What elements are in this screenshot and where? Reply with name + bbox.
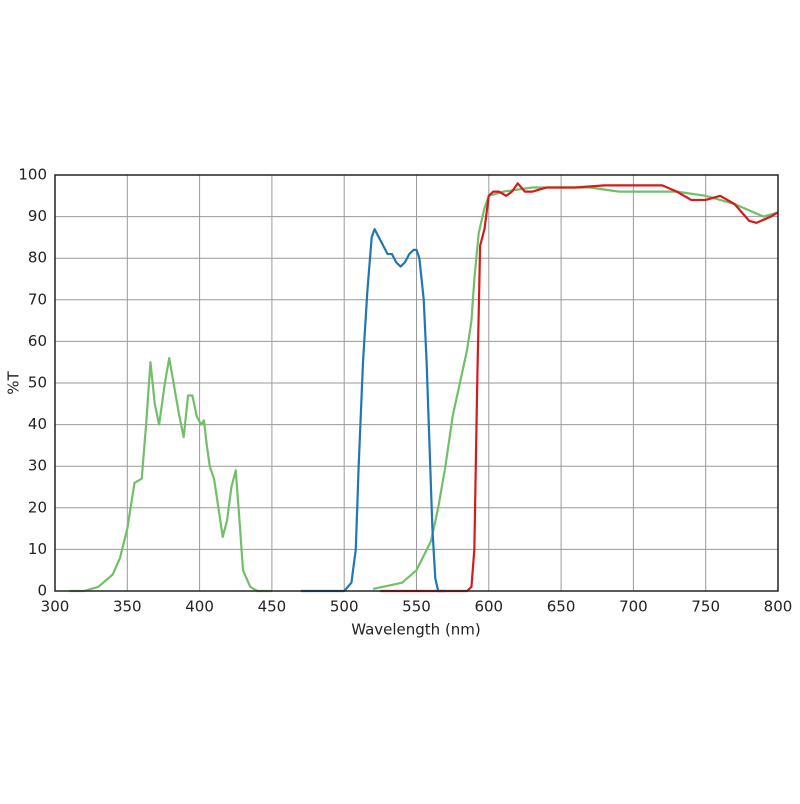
y-tick-label: 0	[37, 582, 47, 600]
series-line	[300, 227, 446, 593]
x-tick-label: 300	[41, 598, 70, 616]
y-tick-label: 70	[28, 290, 47, 308]
x-tick-label: 800	[764, 598, 793, 616]
lines	[69, 182, 779, 593]
x-axis-label: Wavelength (nm)	[351, 621, 481, 639]
x-tick-label: 650	[547, 598, 576, 616]
plot-frame	[54, 174, 779, 592]
x-tick-label: 550	[402, 598, 431, 616]
x-tick-label: 500	[330, 598, 359, 616]
series-line	[380, 182, 779, 593]
y-tick-label: 80	[28, 249, 47, 267]
x-tick-label: 400	[185, 598, 214, 616]
y-tick-label: 30	[28, 457, 47, 475]
x-tick-label: 600	[474, 598, 503, 616]
y-tick-label: 50	[28, 374, 47, 392]
series-line	[69, 186, 779, 593]
y-tick-label: 20	[28, 498, 47, 516]
y-tick-label: 60	[28, 332, 47, 350]
y-axis-label: %T	[5, 370, 23, 394]
x-tick-label: 750	[691, 598, 720, 616]
grid	[54, 174, 779, 592]
y-tick-label: 90	[28, 207, 47, 225]
x-tick-label: 700	[619, 598, 648, 616]
y-tick-label: 40	[28, 415, 47, 433]
y-tick-label: 100	[18, 166, 47, 184]
y-tick-label: 10	[28, 540, 47, 558]
x-tick-label: 350	[113, 598, 142, 616]
x-tick-label: 450	[258, 598, 287, 616]
